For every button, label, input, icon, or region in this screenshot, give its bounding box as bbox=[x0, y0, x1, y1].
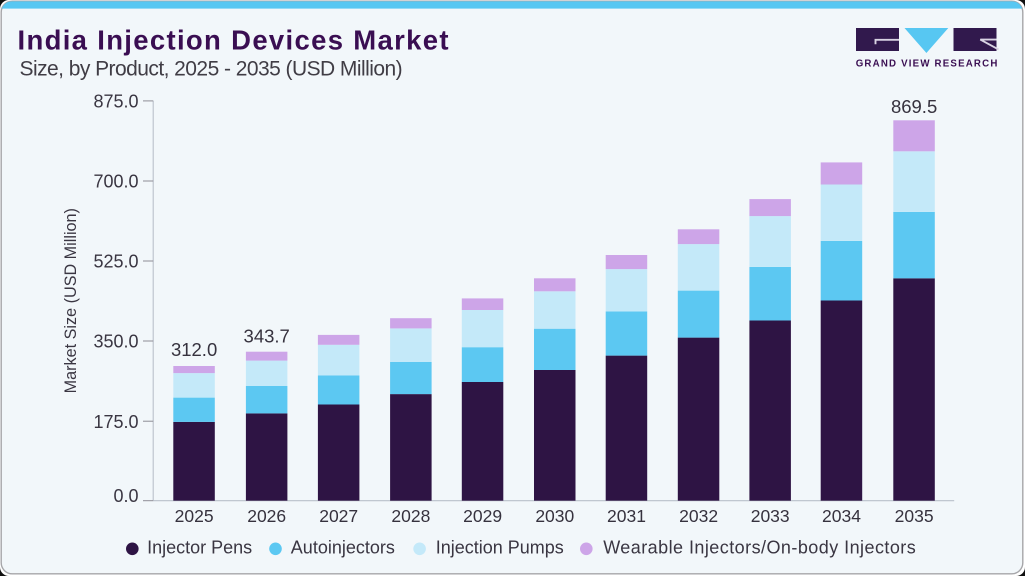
svg-text:India Injection Devices Market: India Injection Devices Market bbox=[18, 25, 450, 56]
svg-text:Wearable Injectors/On-body Inj: Wearable Injectors/On-body Injectors bbox=[603, 537, 916, 557]
svg-text:2030: 2030 bbox=[535, 506, 574, 526]
svg-text:2025: 2025 bbox=[175, 506, 214, 526]
svg-text:2031: 2031 bbox=[607, 506, 646, 526]
svg-text:350.0: 350.0 bbox=[93, 332, 138, 352]
svg-text:2032: 2032 bbox=[679, 506, 718, 526]
svg-text:175.0: 175.0 bbox=[93, 412, 138, 432]
svg-text:GRAND VIEW RESEARCH: GRAND VIEW RESEARCH bbox=[856, 59, 999, 70]
svg-text:875.0: 875.0 bbox=[93, 92, 138, 112]
svg-text:2033: 2033 bbox=[751, 506, 790, 526]
svg-text:Injection Pumps: Injection Pumps bbox=[436, 537, 564, 557]
svg-text:2035: 2035 bbox=[895, 506, 934, 526]
svg-text:2034: 2034 bbox=[822, 506, 861, 526]
svg-text:0.0: 0.0 bbox=[113, 486, 138, 506]
svg-text:2028: 2028 bbox=[391, 506, 430, 526]
svg-text:343.7: 343.7 bbox=[244, 326, 290, 347]
svg-text:2026: 2026 bbox=[247, 506, 286, 526]
svg-text:2027: 2027 bbox=[319, 506, 358, 526]
svg-text:2029: 2029 bbox=[463, 506, 502, 526]
svg-text:Autoinjectors: Autoinjectors bbox=[291, 537, 395, 557]
svg-text:525.0: 525.0 bbox=[93, 252, 138, 272]
svg-text:312.0: 312.0 bbox=[171, 339, 217, 360]
svg-text:869.5: 869.5 bbox=[891, 96, 937, 117]
svg-text:700.0: 700.0 bbox=[93, 172, 138, 192]
svg-text:Market Size (USD Million): Market Size (USD Million) bbox=[62, 208, 80, 393]
svg-text:Size, by Product, 2025 - 2035: Size, by Product, 2025 - 2035 (USD Milli… bbox=[20, 57, 403, 80]
svg-text:Injector Pens: Injector Pens bbox=[147, 537, 252, 557]
